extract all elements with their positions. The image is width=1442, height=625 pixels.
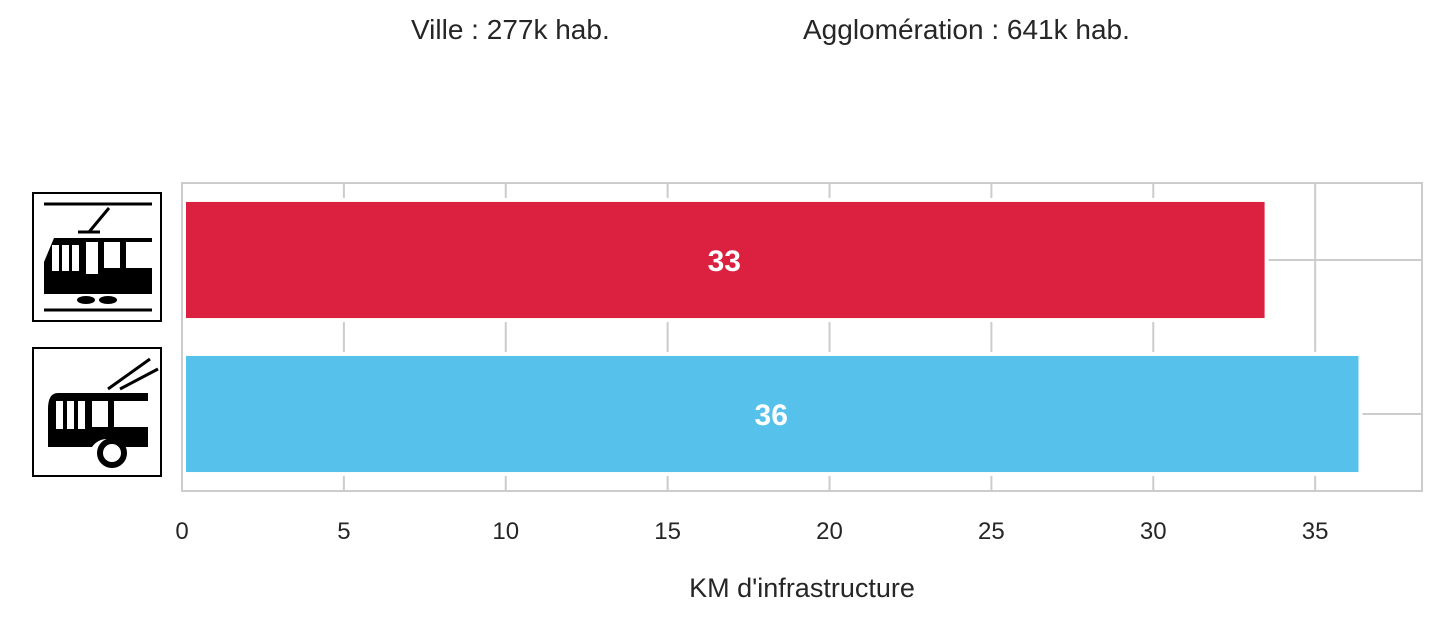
plot-frame bbox=[181, 182, 1423, 492]
trolleybus-icon bbox=[32, 347, 162, 477]
bar-tram bbox=[182, 197, 1269, 323]
data-label: 36 bbox=[755, 399, 788, 432]
city-population: Ville : 277k hab. bbox=[411, 14, 610, 45]
x-tick-label: 35 bbox=[1302, 518, 1329, 545]
tram-icon bbox=[32, 192, 162, 322]
x-tick-label: 10 bbox=[492, 518, 519, 545]
x-tick-label: 15 bbox=[654, 518, 681, 545]
x-tick-label: 20 bbox=[816, 518, 843, 545]
x-tick-label: 30 bbox=[1140, 518, 1167, 545]
x-tick-label: 0 bbox=[175, 518, 188, 545]
x-tick-label: 25 bbox=[978, 518, 1005, 545]
x-tick-label: 5 bbox=[337, 518, 350, 545]
bar-trolleybus bbox=[182, 351, 1363, 477]
agglomeration-population: Agglomération : 641k hab. bbox=[803, 14, 1130, 45]
x-axis-title: KM d'infrastructure bbox=[689, 573, 915, 603]
data-label: 33 bbox=[708, 245, 741, 278]
